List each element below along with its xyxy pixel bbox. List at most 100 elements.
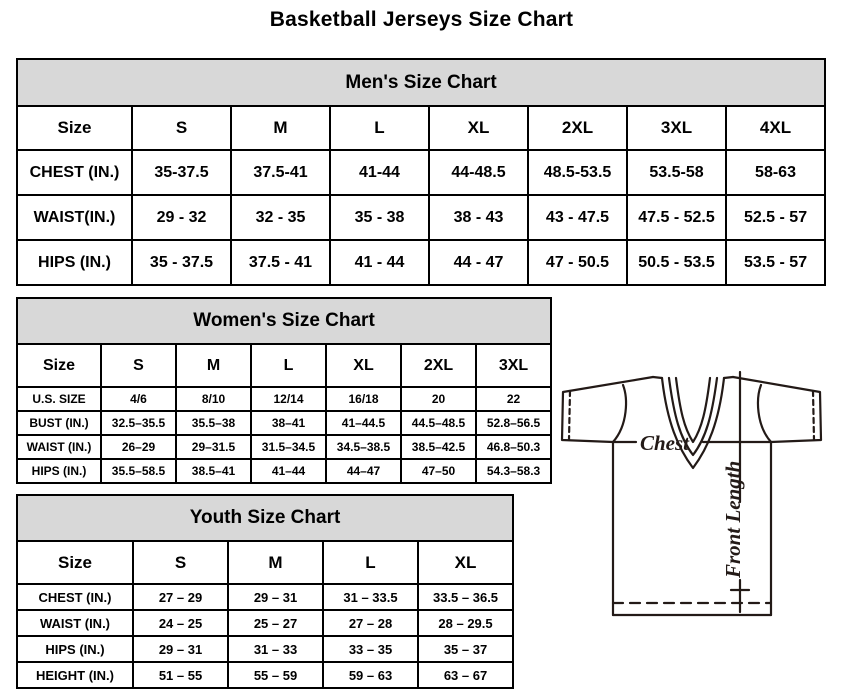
table-cell: 63 – 67 bbox=[416, 661, 515, 689]
table-cell: 29 – 31 bbox=[227, 583, 324, 611]
table-header-row: Size S M L XL 2XL 3XL bbox=[16, 343, 553, 388]
column-header-l: L bbox=[329, 105, 430, 151]
table-cell: 8/10 bbox=[175, 386, 252, 412]
page-title: Basketball Jerseys Size Chart bbox=[269, 8, 574, 31]
table-cell: 41 - 44 bbox=[329, 239, 430, 286]
table-cell: 31 – 33 bbox=[227, 635, 324, 663]
table-cell: 44-48.5 bbox=[428, 149, 529, 196]
column-header-l: L bbox=[322, 540, 419, 585]
table-row: U.S. SIZE 4/6 8/10 12/14 16/18 20 22 bbox=[16, 386, 553, 412]
right-sleeve-hem-dashed bbox=[811, 389, 816, 442]
table-cell: 37.5-41 bbox=[230, 149, 331, 196]
table-cell: 12/14 bbox=[250, 386, 327, 412]
table-cell: 38 - 43 bbox=[428, 194, 529, 241]
table-cell: 26–29 bbox=[100, 434, 177, 460]
column-header-size: Size bbox=[16, 105, 133, 151]
table-row: HIPS (IN.) 35 - 37.5 37.5 - 41 41 - 44 4… bbox=[16, 239, 827, 286]
table-cell: 52.5 - 57 bbox=[724, 194, 827, 241]
youth-size-chart-table: Youth Size Chart Size S M L XL CHEST (IN… bbox=[15, 494, 515, 689]
table-row: WAIST(IN.) 29 - 32 32 - 35 35 - 38 38 - … bbox=[16, 194, 827, 241]
table-header-row: Size S M L XL bbox=[16, 540, 515, 585]
row-label: BUST (IN.) bbox=[16, 410, 102, 436]
column-header-m: M bbox=[230, 105, 331, 151]
table-cell: 29 – 31 bbox=[132, 635, 229, 663]
column-header-3xl: 3XL bbox=[474, 343, 553, 388]
table-cell: 22 bbox=[474, 386, 553, 412]
neckline-inner bbox=[674, 376, 712, 444]
left-sleeve-hem-dashed bbox=[567, 389, 572, 442]
row-label: CHEST (IN.) bbox=[16, 583, 134, 611]
row-label: U.S. SIZE bbox=[16, 386, 102, 412]
table-cell: 31.5–34.5 bbox=[250, 434, 327, 460]
table-cell: 35 - 38 bbox=[329, 194, 430, 241]
womens-size-chart-table: Women's Size Chart Size S M L XL 2XL 3XL… bbox=[15, 297, 553, 484]
table-cell: 38.5–42.5 bbox=[400, 434, 477, 460]
column-header-xl: XL bbox=[325, 343, 402, 388]
table-row: HEIGHT (IN.) 51 – 55 55 – 59 59 – 63 63 … bbox=[16, 661, 515, 689]
table-cell: 44 - 47 bbox=[428, 239, 529, 286]
front-length-label: Front Length bbox=[721, 461, 745, 579]
table-cell: 20 bbox=[400, 386, 477, 412]
column-header-2xl: 2XL bbox=[400, 343, 477, 388]
table-cell: 43 - 47.5 bbox=[527, 194, 628, 241]
table-cell: 24 – 25 bbox=[132, 609, 229, 637]
table-cell: 51 – 55 bbox=[132, 661, 229, 689]
table-cell: 35 – 37 bbox=[416, 635, 515, 663]
table-cell: 44.5–48.5 bbox=[400, 410, 477, 436]
table-cell: 54.3–58.3 bbox=[474, 458, 553, 484]
table-cell: 46.8–50.3 bbox=[474, 434, 553, 460]
table-cell: 53.5 - 57 bbox=[724, 239, 827, 286]
row-label: HIPS (IN.) bbox=[16, 239, 133, 286]
left-armhole bbox=[611, 383, 628, 444]
mens-size-chart-table: Men's Size Chart Size S M L XL 2XL 3XL 4… bbox=[15, 58, 827, 286]
column-header-3xl: 3XL bbox=[626, 105, 727, 151]
table-cell: 47–50 bbox=[400, 458, 477, 484]
table-row: BUST (IN.) 32.5–35.5 35.5–38 38–41 41–44… bbox=[16, 410, 553, 436]
column-header-m: M bbox=[227, 540, 324, 585]
column-header-s: S bbox=[132, 540, 229, 585]
table-cell: 25 – 27 bbox=[227, 609, 324, 637]
table-cell: 47.5 - 52.5 bbox=[626, 194, 727, 241]
table-cell: 37.5 - 41 bbox=[230, 239, 331, 286]
table-cell: 33.5 – 36.5 bbox=[416, 583, 515, 611]
column-header-m: M bbox=[175, 343, 252, 388]
column-header-2xl: 2XL bbox=[527, 105, 628, 151]
womens-chart-caption: Women's Size Chart bbox=[15, 297, 553, 345]
table-cell: 44–47 bbox=[325, 458, 402, 484]
row-label: WAIST(IN.) bbox=[16, 194, 133, 241]
table-cell: 4/6 bbox=[100, 386, 177, 412]
right-armhole bbox=[756, 383, 773, 444]
table-cell: 52.8–56.5 bbox=[474, 410, 553, 436]
table-cell: 34.5–38.5 bbox=[325, 434, 402, 460]
table-cell: 50.5 - 53.5 bbox=[626, 239, 727, 286]
table-cell: 48.5-53.5 bbox=[527, 149, 628, 196]
table-cell: 27 – 29 bbox=[132, 583, 229, 611]
table-cell: 35-37.5 bbox=[131, 149, 232, 196]
row-label: HIPS (IN.) bbox=[16, 458, 102, 484]
table-cell: 38.5–41 bbox=[175, 458, 252, 484]
neckline-middle bbox=[667, 376, 719, 457]
table-cell: 32 - 35 bbox=[230, 194, 331, 241]
table-cell: 53.5-58 bbox=[626, 149, 727, 196]
table-row: WAIST (IN.) 26–29 29–31.5 31.5–34.5 34.5… bbox=[16, 434, 553, 460]
jersey-svg: Chest Front Length bbox=[560, 370, 823, 617]
table-caption-row: Women's Size Chart bbox=[15, 297, 553, 345]
table-row: HIPS (IN.) 35.5–58.5 38.5–41 41–44 44–47… bbox=[16, 458, 553, 484]
table-cell: 32.5–35.5 bbox=[100, 410, 177, 436]
table-cell: 41–44.5 bbox=[325, 410, 402, 436]
column-header-s: S bbox=[131, 105, 232, 151]
table-caption-row: Men's Size Chart bbox=[15, 58, 827, 107]
row-label: HIPS (IN.) bbox=[16, 635, 134, 663]
left-shoulder bbox=[651, 375, 664, 380]
column-header-s: S bbox=[100, 343, 177, 388]
column-header-xl: XL bbox=[428, 105, 529, 151]
table-cell: 35.5–58.5 bbox=[100, 458, 177, 484]
table-cell: 59 – 63 bbox=[322, 661, 419, 689]
table-row: CHEST (IN.) 27 – 29 29 – 31 31 – 33.5 33… bbox=[16, 583, 515, 611]
table-cell: 27 – 28 bbox=[322, 609, 419, 637]
neckline-outer bbox=[660, 376, 726, 470]
right-shoulder bbox=[722, 375, 735, 380]
left-sleeve-outline bbox=[560, 375, 655, 444]
table-row: WAIST (IN.) 24 – 25 25 – 27 27 – 28 28 –… bbox=[16, 609, 515, 637]
column-header-size: Size bbox=[16, 343, 102, 388]
